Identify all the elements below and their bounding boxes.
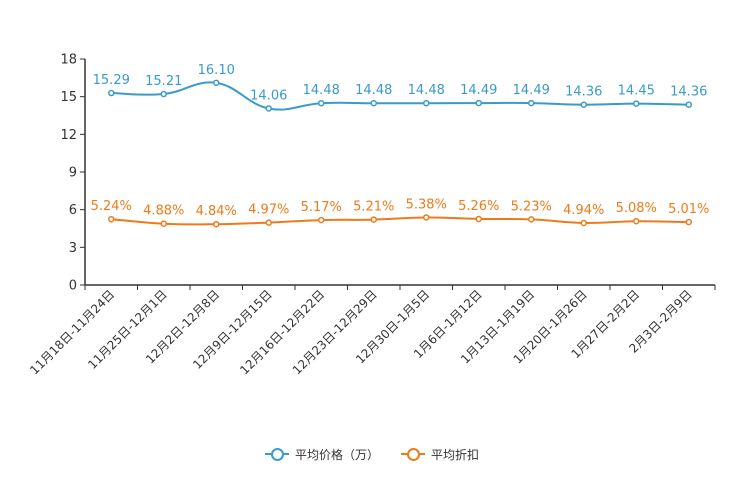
data-point (580, 219, 587, 227)
series-line (111, 216, 689, 226)
data-label: 14.45 (618, 84, 655, 99)
data-point (213, 79, 220, 87)
data-point (423, 99, 430, 107)
data-point (633, 217, 640, 225)
line-circle-icon (401, 447, 425, 461)
data-label: 5.17% (301, 200, 342, 215)
y-tick-label: 12 (60, 128, 77, 143)
data-label: 14.06 (250, 88, 287, 103)
x-tick-label: 11月18日-11月24日 (27, 287, 117, 377)
data-point (108, 215, 115, 223)
data-point (685, 101, 692, 108)
y-tick-label: 6 (69, 203, 77, 218)
data-point (265, 105, 272, 112)
data-label: 5.21% (353, 200, 394, 215)
data-label: 5.08% (616, 201, 657, 216)
data-label: 5.26% (458, 199, 499, 214)
data-point (528, 216, 535, 223)
data-label: 14.36 (670, 85, 707, 100)
data-point (475, 99, 482, 107)
data-label: 14.48 (355, 83, 392, 98)
data-label: 4.88% (143, 204, 184, 219)
data-label: 14.36 (565, 85, 602, 100)
data-label: 15.21 (145, 74, 182, 89)
data-label: 16.10 (198, 63, 235, 78)
y-tick-label: 0 (69, 279, 77, 294)
legend-item-price[interactable]: 平均价格（万） (264, 446, 379, 463)
data-point (160, 90, 167, 98)
data-point (370, 99, 377, 107)
y-tick-label: 3 (69, 241, 77, 256)
data-label: 15.29 (93, 73, 130, 88)
data-point (580, 101, 587, 108)
data-point (160, 220, 167, 227)
legend-item-discount[interactable]: 平均折扣 (401, 446, 479, 463)
data-label: 14.48 (408, 83, 445, 98)
line-circle-icon (264, 447, 289, 461)
data-label: 5.24% (91, 199, 132, 214)
data-label: 4.97% (248, 203, 289, 218)
data-label: 4.84% (196, 204, 237, 219)
data-point (685, 218, 692, 226)
y-tick-label: 9 (69, 166, 77, 181)
data-point (423, 214, 430, 221)
data-label: 14.48 (303, 83, 340, 98)
data-point (318, 99, 325, 107)
line-chart: 036912151811月18日-11月24日11月25日-12月1日12月2日… (27, 53, 716, 377)
data-label: 5.38% (406, 197, 447, 212)
data-label: 5.23% (511, 199, 552, 214)
data-label: 4.94% (563, 203, 604, 218)
data-point (108, 89, 115, 97)
legend-label-discount: 平均折扣 (431, 447, 480, 462)
y-tick-label: 18 (60, 53, 77, 68)
data-point (475, 215, 482, 223)
legend: 平均价格（万） 平均折扣 (0, 444, 744, 464)
data-point (528, 99, 535, 107)
legend-label-price: 平均价格（万） (294, 447, 379, 462)
data-label: 14.49 (513, 83, 550, 98)
y-tick-label: 15 (60, 90, 77, 105)
data-point (318, 216, 325, 224)
data-point (370, 216, 377, 223)
data-label: 5.01% (668, 202, 709, 217)
data-point (633, 100, 640, 107)
data-point (265, 219, 272, 226)
series-line (111, 81, 689, 111)
data-label: 14.49 (460, 83, 497, 98)
data-point (213, 220, 220, 228)
